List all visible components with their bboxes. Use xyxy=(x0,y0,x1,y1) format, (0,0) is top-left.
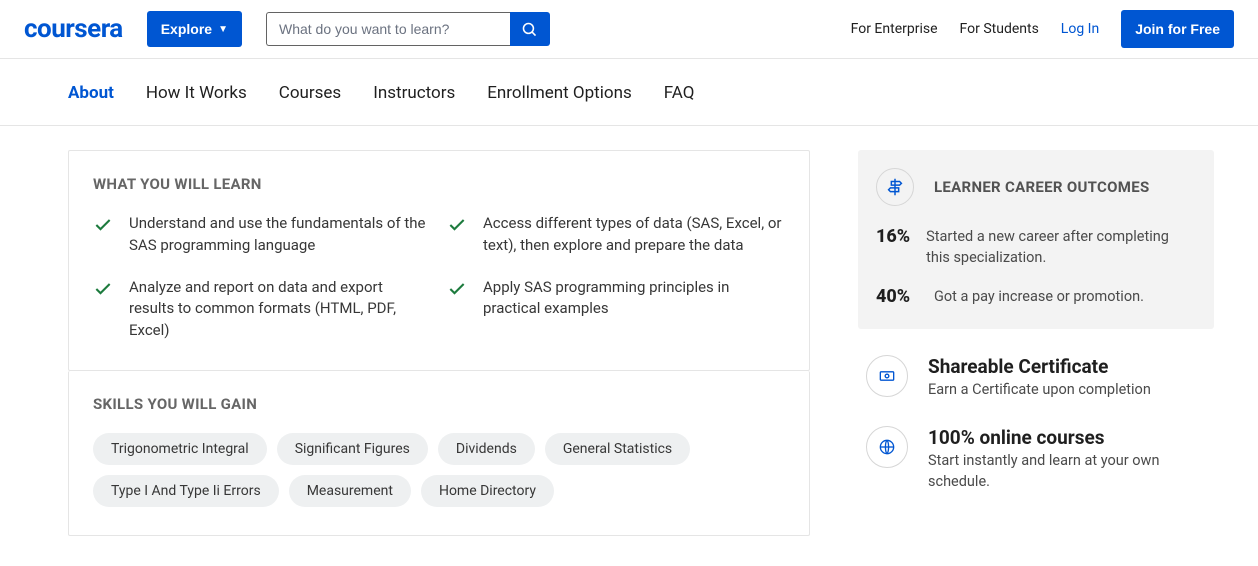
skills-wrap: Trigonometric Integral Significant Figur… xyxy=(93,433,785,507)
learn-heading: WHAT YOU WILL LEARN xyxy=(93,175,785,193)
tab-instructors[interactable]: Instructors xyxy=(373,83,455,103)
outcome-description: Got a pay increase or promotion. xyxy=(934,286,1144,307)
check-icon xyxy=(447,215,467,235)
feature-title: 100% online courses xyxy=(928,426,1214,449)
header-right: For Enterprise For Students Log In Join … xyxy=(851,10,1234,48)
globe-icon xyxy=(866,426,908,468)
search-icon xyxy=(521,21,538,38)
skill-pill[interactable]: Home Directory xyxy=(421,475,554,507)
learn-item: Apply SAS programming principles in prac… xyxy=(447,277,785,342)
outcome-percent: 16% xyxy=(876,226,910,268)
tab-courses[interactable]: Courses xyxy=(279,83,341,103)
certificate-icon xyxy=(866,355,908,397)
tab-about[interactable]: About xyxy=(68,83,114,103)
learn-grid: Understand and use the fundamentals of t… xyxy=(93,213,785,342)
learn-item: Understand and use the fundamentals of t… xyxy=(93,213,431,257)
chevron-down-icon: ▼ xyxy=(218,24,228,35)
feature-online: 100% online courses Start instantly and … xyxy=(858,426,1214,492)
for-students-link[interactable]: For Students xyxy=(960,21,1039,37)
signpost-icon xyxy=(876,168,914,206)
feature-description: Earn a Certificate upon completion xyxy=(928,380,1151,400)
join-button[interactable]: Join for Free xyxy=(1121,10,1234,48)
explore-button[interactable]: Explore ▼ xyxy=(147,11,242,47)
learn-item: Access different types of data (SAS, Exc… xyxy=(447,213,785,257)
outcome-row: 16% Started a new career after completin… xyxy=(876,226,1196,268)
outcomes-header: LEARNER CAREER OUTCOMES xyxy=(876,168,1196,206)
outcome-description: Started a new career after completing th… xyxy=(926,226,1196,268)
learn-text: Access different types of data (SAS, Exc… xyxy=(483,213,785,257)
side-column: LEARNER CAREER OUTCOMES 16% Started a ne… xyxy=(858,150,1214,536)
learn-item: Analyze and report on data and export re… xyxy=(93,277,431,342)
skill-pill[interactable]: Significant Figures xyxy=(277,433,428,465)
tab-enrollment-options[interactable]: Enrollment Options xyxy=(487,83,632,103)
skills-card: SKILLS YOU WILL GAIN Trigonometric Integ… xyxy=(68,371,810,536)
learn-text: Apply SAS programming principles in prac… xyxy=(483,277,785,342)
tab-faq[interactable]: FAQ xyxy=(664,83,695,103)
check-icon xyxy=(447,279,467,299)
outcome-row: 40% Got a pay increase or promotion. xyxy=(876,286,1196,307)
check-icon xyxy=(93,215,113,235)
tab-how-it-works[interactable]: How It Works xyxy=(146,83,247,103)
skill-pill[interactable]: General Statistics xyxy=(545,433,690,465)
learner-outcomes-box: LEARNER CAREER OUTCOMES 16% Started a ne… xyxy=(858,150,1214,329)
feature-text: 100% online courses Start instantly and … xyxy=(928,426,1214,492)
skill-pill[interactable]: Trigonometric Integral xyxy=(93,433,267,465)
feature-certificate: Shareable Certificate Earn a Certificate… xyxy=(858,355,1214,400)
feature-text: Shareable Certificate Earn a Certificate… xyxy=(928,355,1151,400)
learn-text: Understand and use the fundamentals of t… xyxy=(129,213,431,257)
login-link[interactable]: Log In xyxy=(1061,21,1099,37)
search-bar xyxy=(266,12,550,46)
skill-pill[interactable]: Dividends xyxy=(438,433,535,465)
explore-label: Explore xyxy=(161,21,212,37)
search-input[interactable] xyxy=(266,12,510,46)
outcome-percent: 40% xyxy=(876,286,918,307)
learn-text: Analyze and report on data and export re… xyxy=(129,277,431,342)
for-enterprise-link[interactable]: For Enterprise xyxy=(851,21,938,37)
skills-heading: SKILLS YOU WILL GAIN xyxy=(93,395,785,413)
feature-description: Start instantly and learn at your own sc… xyxy=(928,451,1214,492)
coursera-logo[interactable]: coursera xyxy=(24,14,123,44)
what-you-will-learn-card: WHAT YOU WILL LEARN Understand and use t… xyxy=(68,150,810,371)
header-bar: coursera Explore ▼ For Enterprise For St… xyxy=(0,0,1258,59)
feature-title: Shareable Certificate xyxy=(928,355,1151,378)
content-area: WHAT YOU WILL LEARN Understand and use t… xyxy=(0,126,1258,560)
page-tabs: About How It Works Courses Instructors E… xyxy=(0,59,1258,126)
outcomes-title: LEARNER CAREER OUTCOMES xyxy=(934,178,1150,196)
skill-pill[interactable]: Type I And Type Ii Errors xyxy=(93,475,279,507)
main-column: WHAT YOU WILL LEARN Understand and use t… xyxy=(68,150,810,536)
search-button[interactable] xyxy=(510,12,550,46)
check-icon xyxy=(93,279,113,299)
skill-pill[interactable]: Measurement xyxy=(289,475,411,507)
